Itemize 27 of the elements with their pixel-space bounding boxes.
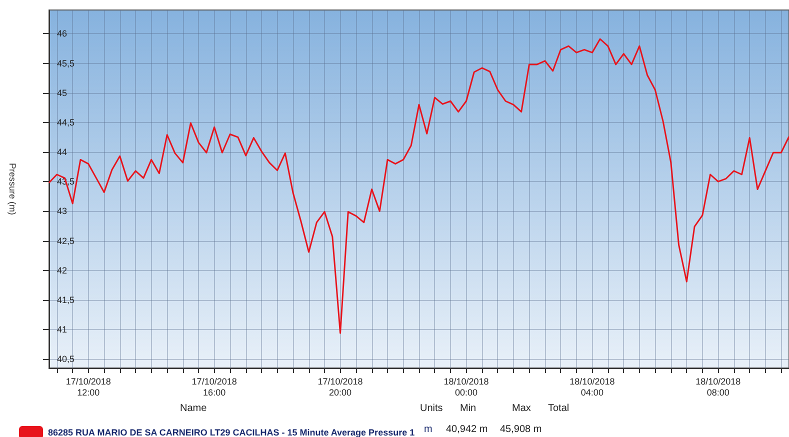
text: m bbox=[424, 424, 432, 435]
x-tick-label: 18/10/2018 08:00 bbox=[696, 376, 741, 398]
x-tick-label: 18/10/2018 04:00 bbox=[570, 376, 615, 398]
text: Name bbox=[180, 403, 207, 414]
line-series bbox=[48, 38, 789, 334]
text: Units bbox=[420, 403, 443, 414]
y-tick-label: 46 bbox=[57, 28, 68, 39]
y-tick-label: 44,5 bbox=[57, 117, 75, 128]
y-tick-label: 42 bbox=[57, 265, 68, 276]
text: Min bbox=[460, 403, 476, 414]
x-tick-label: 17/10/2018 16:00 bbox=[192, 376, 237, 398]
x-tick-label: 17/10/2018 12:00 bbox=[66, 376, 111, 398]
y-tick-label: 45,5 bbox=[57, 58, 75, 68]
text: Max bbox=[512, 403, 531, 414]
y-tick-label: 40,5 bbox=[57, 354, 75, 364]
y-tick-label: 45 bbox=[57, 88, 68, 98]
y-tick-label: 42,5 bbox=[57, 236, 75, 246]
text: Total bbox=[548, 403, 570, 414]
x-tick-label: 18/10/2018 00:00 bbox=[444, 376, 489, 398]
y-axis-title: Pressure (m) bbox=[8, 162, 18, 216]
y-tick-label: 41,5 bbox=[57, 294, 75, 305]
text: 45,908 m bbox=[500, 424, 542, 435]
y-tick-label: 41 bbox=[57, 324, 68, 335]
text: 40,942 m bbox=[446, 424, 488, 435]
y-tick-label: 43 bbox=[57, 206, 68, 216]
x-tick-label: 17/10/2018 20:00 bbox=[318, 376, 363, 398]
y-tick-label: 44 bbox=[57, 147, 68, 158]
